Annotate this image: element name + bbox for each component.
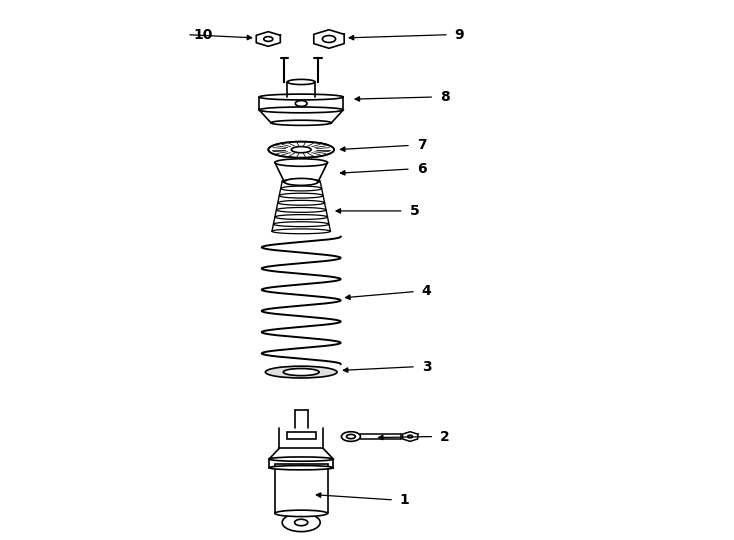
Text: 1: 1 — [400, 493, 410, 507]
Ellipse shape — [276, 207, 326, 212]
Polygon shape — [269, 448, 333, 459]
Ellipse shape — [283, 368, 319, 376]
Text: 9: 9 — [455, 28, 465, 42]
Ellipse shape — [269, 465, 333, 470]
Ellipse shape — [282, 179, 320, 184]
Ellipse shape — [275, 159, 327, 166]
Text: 3: 3 — [422, 360, 432, 374]
Text: 4: 4 — [422, 285, 432, 299]
Ellipse shape — [294, 519, 308, 526]
Polygon shape — [402, 431, 418, 441]
Ellipse shape — [282, 514, 320, 531]
Text: 2: 2 — [440, 429, 450, 443]
Ellipse shape — [275, 510, 327, 517]
Polygon shape — [256, 32, 280, 46]
Text: 5: 5 — [410, 204, 419, 218]
Ellipse shape — [266, 366, 337, 378]
Ellipse shape — [287, 79, 315, 85]
Ellipse shape — [346, 434, 355, 438]
Text: 6: 6 — [417, 162, 426, 176]
Ellipse shape — [264, 37, 273, 42]
Bar — [286, 431, 316, 438]
Ellipse shape — [275, 214, 327, 219]
Ellipse shape — [269, 141, 334, 158]
Text: 8: 8 — [440, 90, 450, 104]
Ellipse shape — [341, 431, 360, 441]
Ellipse shape — [280, 186, 321, 191]
Ellipse shape — [273, 222, 329, 227]
Text: 7: 7 — [417, 138, 426, 152]
Bar — [275, 464, 327, 514]
Ellipse shape — [272, 229, 330, 234]
Ellipse shape — [322, 36, 335, 43]
Ellipse shape — [279, 193, 323, 198]
Ellipse shape — [291, 146, 311, 153]
Ellipse shape — [259, 94, 344, 100]
Polygon shape — [313, 30, 344, 48]
Ellipse shape — [407, 435, 413, 438]
Ellipse shape — [284, 178, 318, 185]
Ellipse shape — [271, 120, 332, 125]
Text: 10: 10 — [193, 28, 212, 42]
Ellipse shape — [277, 200, 324, 205]
Ellipse shape — [259, 107, 344, 113]
Ellipse shape — [269, 457, 333, 461]
Ellipse shape — [295, 100, 307, 106]
